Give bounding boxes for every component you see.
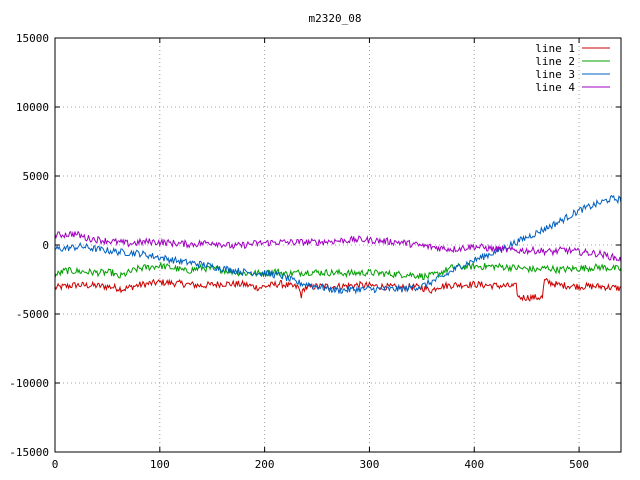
y-tick-label: -15000	[9, 446, 49, 459]
grid-lines	[55, 38, 621, 452]
series-line-4	[54, 230, 622, 262]
x-tick-label: 0	[52, 458, 59, 471]
series-line-1	[54, 277, 622, 302]
legend-label: line 3	[535, 68, 575, 81]
x-tick-label: 300	[360, 458, 380, 471]
chart-title: m2320_08	[309, 12, 362, 25]
y-tick-label: 10000	[16, 101, 49, 114]
legend-label: line 4	[535, 81, 575, 94]
x-tick-label: 200	[255, 458, 275, 471]
y-tick-label: -10000	[9, 377, 49, 390]
series-line-2	[54, 261, 622, 280]
legend-label: line 2	[535, 55, 575, 68]
x-tick-label: 400	[464, 458, 484, 471]
series-line-3	[54, 194, 622, 295]
x-tick-label: 100	[150, 458, 170, 471]
y-tick-label: 0	[42, 239, 49, 252]
axis-ticks: 0 100 200 300 400 500 -15000 -10000 -5000 0 5000 10…	[9, 32, 621, 471]
y-tick-label: 15000	[16, 32, 49, 45]
series-lines	[54, 194, 622, 302]
y-tick-label: -5000	[16, 308, 49, 321]
y-tick-label: 5000	[23, 170, 50, 183]
x-tick-label: 500	[569, 458, 589, 471]
legend-label: line 1	[535, 42, 575, 55]
